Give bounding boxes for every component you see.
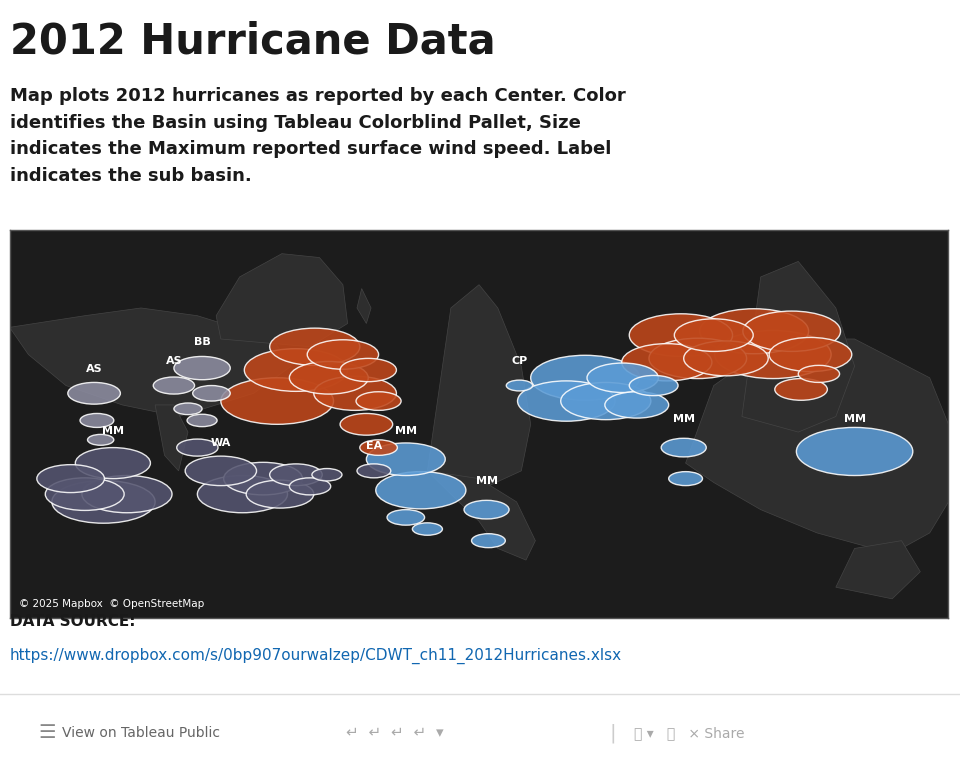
Circle shape <box>185 456 256 485</box>
Circle shape <box>357 464 391 478</box>
Circle shape <box>360 440 397 455</box>
Circle shape <box>367 443 445 475</box>
Text: WA: WA <box>210 438 231 448</box>
Circle shape <box>221 378 333 425</box>
Circle shape <box>193 386 230 401</box>
Circle shape <box>797 428 913 475</box>
Circle shape <box>174 403 202 415</box>
Circle shape <box>506 380 533 391</box>
Circle shape <box>775 379 828 400</box>
Circle shape <box>471 534 505 548</box>
Circle shape <box>87 435 114 445</box>
Text: BB: BB <box>194 336 210 347</box>
Text: DATA SOURCE:: DATA SOURCE: <box>10 614 135 629</box>
Text: ⧉ ▾   ⎕   ⨯ Share: ⧉ ▾ ⎕ ⨯ Share <box>634 726 744 740</box>
Circle shape <box>174 356 230 379</box>
Circle shape <box>561 382 651 419</box>
Text: Map plots 2012 hurricanes as reported by each Center. Color
identifies the Basin: Map plots 2012 hurricanes as reported by… <box>10 88 625 184</box>
Circle shape <box>661 439 707 457</box>
Text: AS: AS <box>85 364 103 374</box>
Circle shape <box>517 381 615 421</box>
Circle shape <box>289 362 369 394</box>
Text: AS: AS <box>165 356 182 366</box>
Polygon shape <box>742 261 854 432</box>
Circle shape <box>45 478 124 511</box>
Text: MM: MM <box>844 414 866 425</box>
Circle shape <box>289 478 330 495</box>
Circle shape <box>198 475 287 513</box>
Circle shape <box>531 356 639 400</box>
Text: https://www.dropbox.com/s/0bp907ourwalzep/CDWT_ch11_2012Hurricanes.xlsx: https://www.dropbox.com/s/0bp907ourwalze… <box>10 648 622 664</box>
Circle shape <box>587 363 659 392</box>
Circle shape <box>246 480 314 508</box>
Circle shape <box>674 319 754 352</box>
Circle shape <box>714 330 831 379</box>
Text: ↵  ↵  ↵  ↵  ▾: ↵ ↵ ↵ ↵ ▾ <box>346 726 444 740</box>
Circle shape <box>629 314 732 356</box>
Polygon shape <box>357 289 372 323</box>
Polygon shape <box>836 541 921 599</box>
Circle shape <box>340 359 396 382</box>
Polygon shape <box>10 308 291 416</box>
Polygon shape <box>427 471 536 560</box>
Circle shape <box>52 481 156 523</box>
Circle shape <box>187 414 217 427</box>
Circle shape <box>36 465 105 492</box>
Circle shape <box>629 376 678 396</box>
Text: CP: CP <box>512 356 528 366</box>
Text: MM: MM <box>475 476 497 486</box>
Circle shape <box>464 500 509 519</box>
Text: ☰: ☰ <box>38 723 56 743</box>
Text: |: | <box>610 723 616 743</box>
Circle shape <box>270 328 360 366</box>
Text: MM: MM <box>395 426 417 436</box>
Circle shape <box>605 392 669 418</box>
Circle shape <box>356 392 401 410</box>
Circle shape <box>649 338 747 379</box>
Circle shape <box>312 468 342 481</box>
Circle shape <box>307 339 378 369</box>
Polygon shape <box>427 285 531 490</box>
Circle shape <box>177 439 218 456</box>
Circle shape <box>245 349 348 392</box>
Text: MM: MM <box>673 414 695 425</box>
Circle shape <box>799 366 840 382</box>
Circle shape <box>669 472 703 485</box>
Circle shape <box>413 523 443 535</box>
Circle shape <box>154 377 195 394</box>
Polygon shape <box>156 405 188 471</box>
Circle shape <box>224 462 302 495</box>
Circle shape <box>622 343 712 381</box>
Circle shape <box>68 382 120 404</box>
Text: EA: EA <box>366 442 382 452</box>
Circle shape <box>769 337 852 372</box>
Text: 2012 Hurricane Data: 2012 Hurricane Data <box>10 21 495 62</box>
Circle shape <box>684 341 768 376</box>
Circle shape <box>743 311 841 352</box>
Circle shape <box>387 510 424 525</box>
Circle shape <box>340 413 393 435</box>
Circle shape <box>75 448 151 478</box>
Polygon shape <box>685 339 948 548</box>
Circle shape <box>314 376 396 410</box>
Text: MM: MM <box>102 426 124 436</box>
Circle shape <box>270 464 323 485</box>
Circle shape <box>375 472 466 509</box>
Text: © 2025 Mapbox  © OpenStreetMap: © 2025 Mapbox © OpenStreetMap <box>19 598 204 608</box>
Circle shape <box>80 413 114 428</box>
Circle shape <box>82 475 172 513</box>
Circle shape <box>700 309 808 354</box>
Polygon shape <box>216 253 348 347</box>
Text: View on Tableau Public: View on Tableau Public <box>62 726 221 740</box>
